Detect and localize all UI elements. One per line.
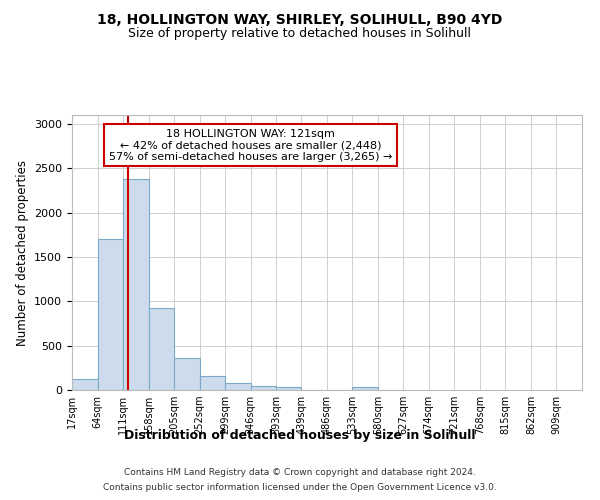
Bar	[149, 308, 174, 390]
Y-axis label: Number of detached properties: Number of detached properties	[16, 160, 29, 346]
Text: Contains public sector information licensed under the Open Government Licence v3: Contains public sector information licen…	[103, 483, 497, 492]
Text: Distribution of detached houses by size in Solihull: Distribution of detached houses by size …	[124, 428, 476, 442]
Bar	[251, 386, 276, 390]
Text: 18 HOLLINGTON WAY: 121sqm
← 42% of detached houses are smaller (2,448)
57% of se: 18 HOLLINGTON WAY: 121sqm ← 42% of detac…	[109, 128, 392, 162]
Bar	[352, 388, 378, 390]
Bar	[123, 179, 149, 390]
Text: 18, HOLLINGTON WAY, SHIRLEY, SOLIHULL, B90 4YD: 18, HOLLINGTON WAY, SHIRLEY, SOLIHULL, B…	[97, 12, 503, 26]
Bar	[200, 376, 225, 390]
Bar	[174, 358, 200, 390]
Bar	[276, 388, 301, 390]
Text: Contains HM Land Registry data © Crown copyright and database right 2024.: Contains HM Land Registry data © Crown c…	[124, 468, 476, 477]
Text: Size of property relative to detached houses in Solihull: Size of property relative to detached ho…	[128, 28, 472, 40]
Bar	[72, 380, 98, 390]
Bar	[225, 383, 251, 390]
Bar	[98, 239, 123, 390]
